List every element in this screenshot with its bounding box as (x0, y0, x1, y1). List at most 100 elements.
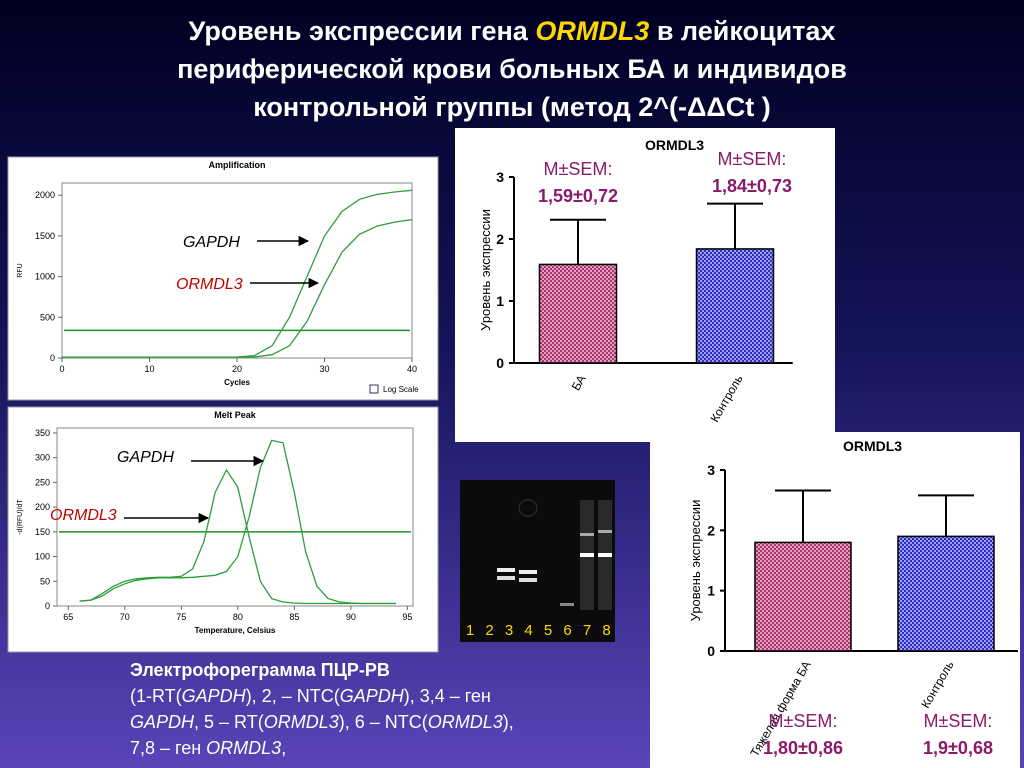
x-tick-label: 70 (120, 612, 130, 622)
x-tick-label: 10 (144, 364, 154, 374)
gel-band (580, 553, 594, 557)
x-tick-label: 30 (319, 364, 329, 374)
x-tick-label: 80 (233, 612, 243, 622)
line-chart: Melt Peak 65 70 75 80 85 90 95 0 50 100 150 200 250 30… (7, 406, 439, 653)
y-tick-label: 3 (707, 462, 715, 478)
title-part: в лейкоцитах (649, 16, 835, 46)
series-label: GAPDH (183, 234, 240, 251)
x-tick-label: 0 (59, 364, 64, 374)
gel-band (519, 578, 537, 582)
y-tick-label: 2 (496, 231, 504, 247)
y-axis-label: -d(RFU)/dT (17, 499, 24, 535)
caption-line: GAPDH, 5 – RT(ORMDL3), 6 – NTC(ORMDL3), (130, 712, 514, 732)
gel-band (497, 568, 515, 572)
caption-part: ), 2, – NTC( (246, 686, 340, 706)
plot-area (56, 427, 414, 607)
y-tick-label: 50 (40, 576, 50, 586)
series-label: ORMDL3 (176, 276, 243, 293)
y-tick-label: 100 (35, 552, 50, 562)
x-tick-label: 90 (346, 612, 356, 622)
x-axis-label: Temperature, Celsius (195, 626, 276, 635)
stat-label: M±SEM: (769, 711, 838, 731)
gel-band (560, 603, 574, 606)
chart-title: Amplification (208, 160, 265, 170)
y-axis-label: Уровень экспрессии (478, 209, 493, 331)
lane-label: 5 (544, 622, 552, 639)
x-tick-label: БА (569, 373, 589, 394)
caption-part: ORMDL3 (264, 712, 339, 732)
gel-band (598, 530, 612, 533)
bar (538, 263, 618, 364)
caption: Электрофореграмма ПЦР-РВ (1-RT(GAPDH), 2,… (130, 660, 514, 758)
gel-band (580, 533, 594, 536)
chart-title: ORMDL3 (843, 438, 902, 454)
y-tick-label: 250 (35, 477, 50, 487)
gel-spot (518, 499, 538, 517)
caption-part: GAPDH (130, 712, 195, 732)
x-axis-label: Cycles (224, 378, 250, 387)
y-tick-label: 3 (496, 169, 504, 185)
value-label: 1,84±0,73 (712, 176, 792, 196)
title-line: Уровень экспрессии гена ORMDL3 в лейкоци… (189, 16, 836, 46)
y-tick-label: 0 (50, 353, 55, 363)
title-part: периферической крови больных БА и индиви… (177, 54, 847, 84)
value-label: 1,9±0,68 (923, 738, 993, 758)
caption-part: 7,8 – ген (130, 738, 206, 758)
title-part: контрольной группы (метод 2^(-ΔΔCt ) (253, 92, 771, 122)
gel-band (519, 570, 537, 574)
caption-part: , (281, 738, 286, 758)
bar (897, 535, 995, 652)
stat-label: M±SEM: (924, 711, 993, 731)
y-tick-label: 0 (707, 643, 715, 659)
plot-area (61, 182, 413, 359)
caption-part: ORMDL3 (206, 738, 281, 758)
caption-part: GAPDH (182, 686, 247, 706)
gel-band (598, 553, 612, 557)
y-tick-label: 0 (496, 355, 504, 371)
caption-line: 7,8 – ген ORMDL3, (130, 738, 286, 758)
title-line: контрольной группы (метод 2^(-ΔΔCt ) (253, 92, 771, 122)
series-line (79, 468, 396, 605)
lane-label: 6 (563, 622, 571, 639)
y-tick-label: 1 (707, 583, 715, 599)
y-tick-label: 300 (35, 453, 50, 463)
caption-part: ), (503, 712, 514, 732)
title-line: периферической крови больных БА и индиви… (177, 54, 847, 84)
x-tick-label: 40 (407, 364, 417, 374)
line-chart: Amplification 0 10 20 30 40 0 500 1000 1500 2000 Cy… (7, 156, 439, 401)
chart-title: ORMDL3 (645, 137, 704, 153)
caption-line: (1-RT(GAPDH), 2, – NTC(GAPDH), 3,4 – ген (130, 686, 491, 706)
x-tick-label: 95 (402, 612, 412, 622)
checkbox (369, 384, 379, 394)
bar-chart: ORMDL3 0 1 2 3 Уровень экспрессии БА M±SEM: 1,59… (455, 128, 835, 442)
lane-label: 7 (583, 622, 591, 639)
lane-label: 1 (466, 622, 474, 639)
series-line (79, 439, 396, 605)
y-axis-label: Уровень экспрессии (688, 500, 703, 622)
caption-part: , 5 – RT( (194, 712, 264, 732)
title-part: ORMDL3 (535, 16, 649, 46)
y-tick-label: 150 (35, 527, 50, 537)
x-tick-label: 85 (289, 612, 299, 622)
y-tick-label: 200 (35, 502, 50, 512)
caption-part: ), 6 – NTC( (339, 712, 428, 732)
value-label: 1,59±0,72 (538, 186, 618, 206)
series-label: GAPDH (117, 449, 174, 466)
chart-title: Melt Peak (214, 410, 257, 420)
bar (754, 541, 852, 652)
y-tick-label: 500 (40, 312, 55, 322)
series-line (62, 218, 413, 358)
stat-label: M±SEM: (544, 159, 613, 179)
lane-label: 8 (602, 622, 610, 639)
y-tick-label: 350 (35, 428, 50, 438)
bar (695, 248, 775, 364)
checkbox-label: Log Scale (383, 385, 419, 394)
y-tick-label: 1000 (35, 272, 55, 282)
caption-heading: Электрофореграмма ПЦР-РВ (130, 660, 390, 680)
x-tick-label: 20 (232, 364, 242, 374)
value-label: 1,80±0,86 (763, 738, 843, 758)
y-tick-label: 1 (496, 293, 504, 309)
